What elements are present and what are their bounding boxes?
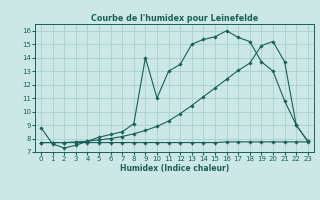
Title: Courbe de l'humidex pour Leinefelde: Courbe de l'humidex pour Leinefelde (91, 14, 258, 23)
X-axis label: Humidex (Indice chaleur): Humidex (Indice chaleur) (120, 164, 229, 173)
